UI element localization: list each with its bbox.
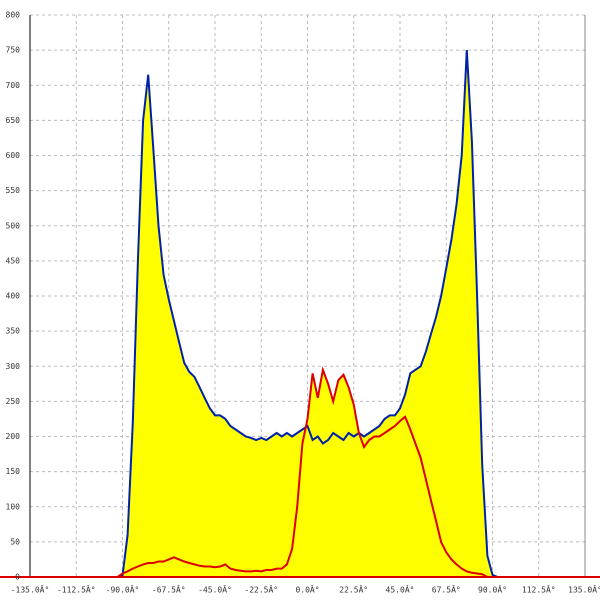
x-tick-label: -67.5Â° bbox=[152, 584, 186, 595]
y-tick-label: 50 bbox=[10, 537, 20, 546]
y-tick-label: 100 bbox=[6, 502, 21, 511]
y-tick-label: 350 bbox=[6, 327, 21, 336]
y-tick-label: 450 bbox=[6, 256, 21, 265]
x-tick-label: 22.5Â° bbox=[339, 584, 368, 595]
series-line bbox=[112, 366, 503, 578]
y-tick-label: 400 bbox=[6, 292, 21, 301]
x-tick-label: -22.5Â° bbox=[244, 584, 278, 595]
x-tick-label: -90.0Â° bbox=[106, 584, 140, 595]
x-tick-label: 0.0Â° bbox=[295, 584, 319, 595]
x-tick-label: -112.5Â° bbox=[57, 584, 96, 595]
y-tick-label: 750 bbox=[6, 46, 21, 55]
x-tick-label: -135.0Â° bbox=[11, 584, 50, 595]
y-tick-label: 300 bbox=[6, 362, 21, 371]
y-tick-label: 600 bbox=[6, 151, 21, 160]
labels: 0 50 100 150 200 250 300 350 400 450 500 550 600 650 7… bbox=[6, 11, 600, 595]
x-tick-label: 135.0Â° bbox=[568, 584, 600, 595]
y-tick-label: 0 bbox=[15, 573, 20, 582]
x-tick-label: 112.5Â° bbox=[522, 584, 556, 595]
y-tick-label: 250 bbox=[6, 397, 21, 406]
areas bbox=[112, 50, 503, 578]
y-tick-label: 500 bbox=[6, 221, 21, 230]
x-tick-label: 67.5Â° bbox=[432, 584, 461, 595]
y-tick-label: 800 bbox=[6, 11, 21, 20]
series-line bbox=[112, 50, 503, 578]
y-tick-label: 150 bbox=[6, 467, 21, 476]
y-tick-label: 550 bbox=[6, 186, 21, 195]
y-tick-label: 650 bbox=[6, 116, 21, 125]
x-tick-label: 90.0Â° bbox=[478, 584, 507, 595]
area bbox=[112, 369, 503, 577]
y-tick-label: 200 bbox=[6, 432, 21, 441]
x-tick-label: -45.0Â° bbox=[198, 584, 232, 595]
y-tick-label: 700 bbox=[6, 81, 21, 90]
x-tick-label: 45.0Â° bbox=[386, 584, 415, 595]
lines bbox=[112, 50, 503, 578]
